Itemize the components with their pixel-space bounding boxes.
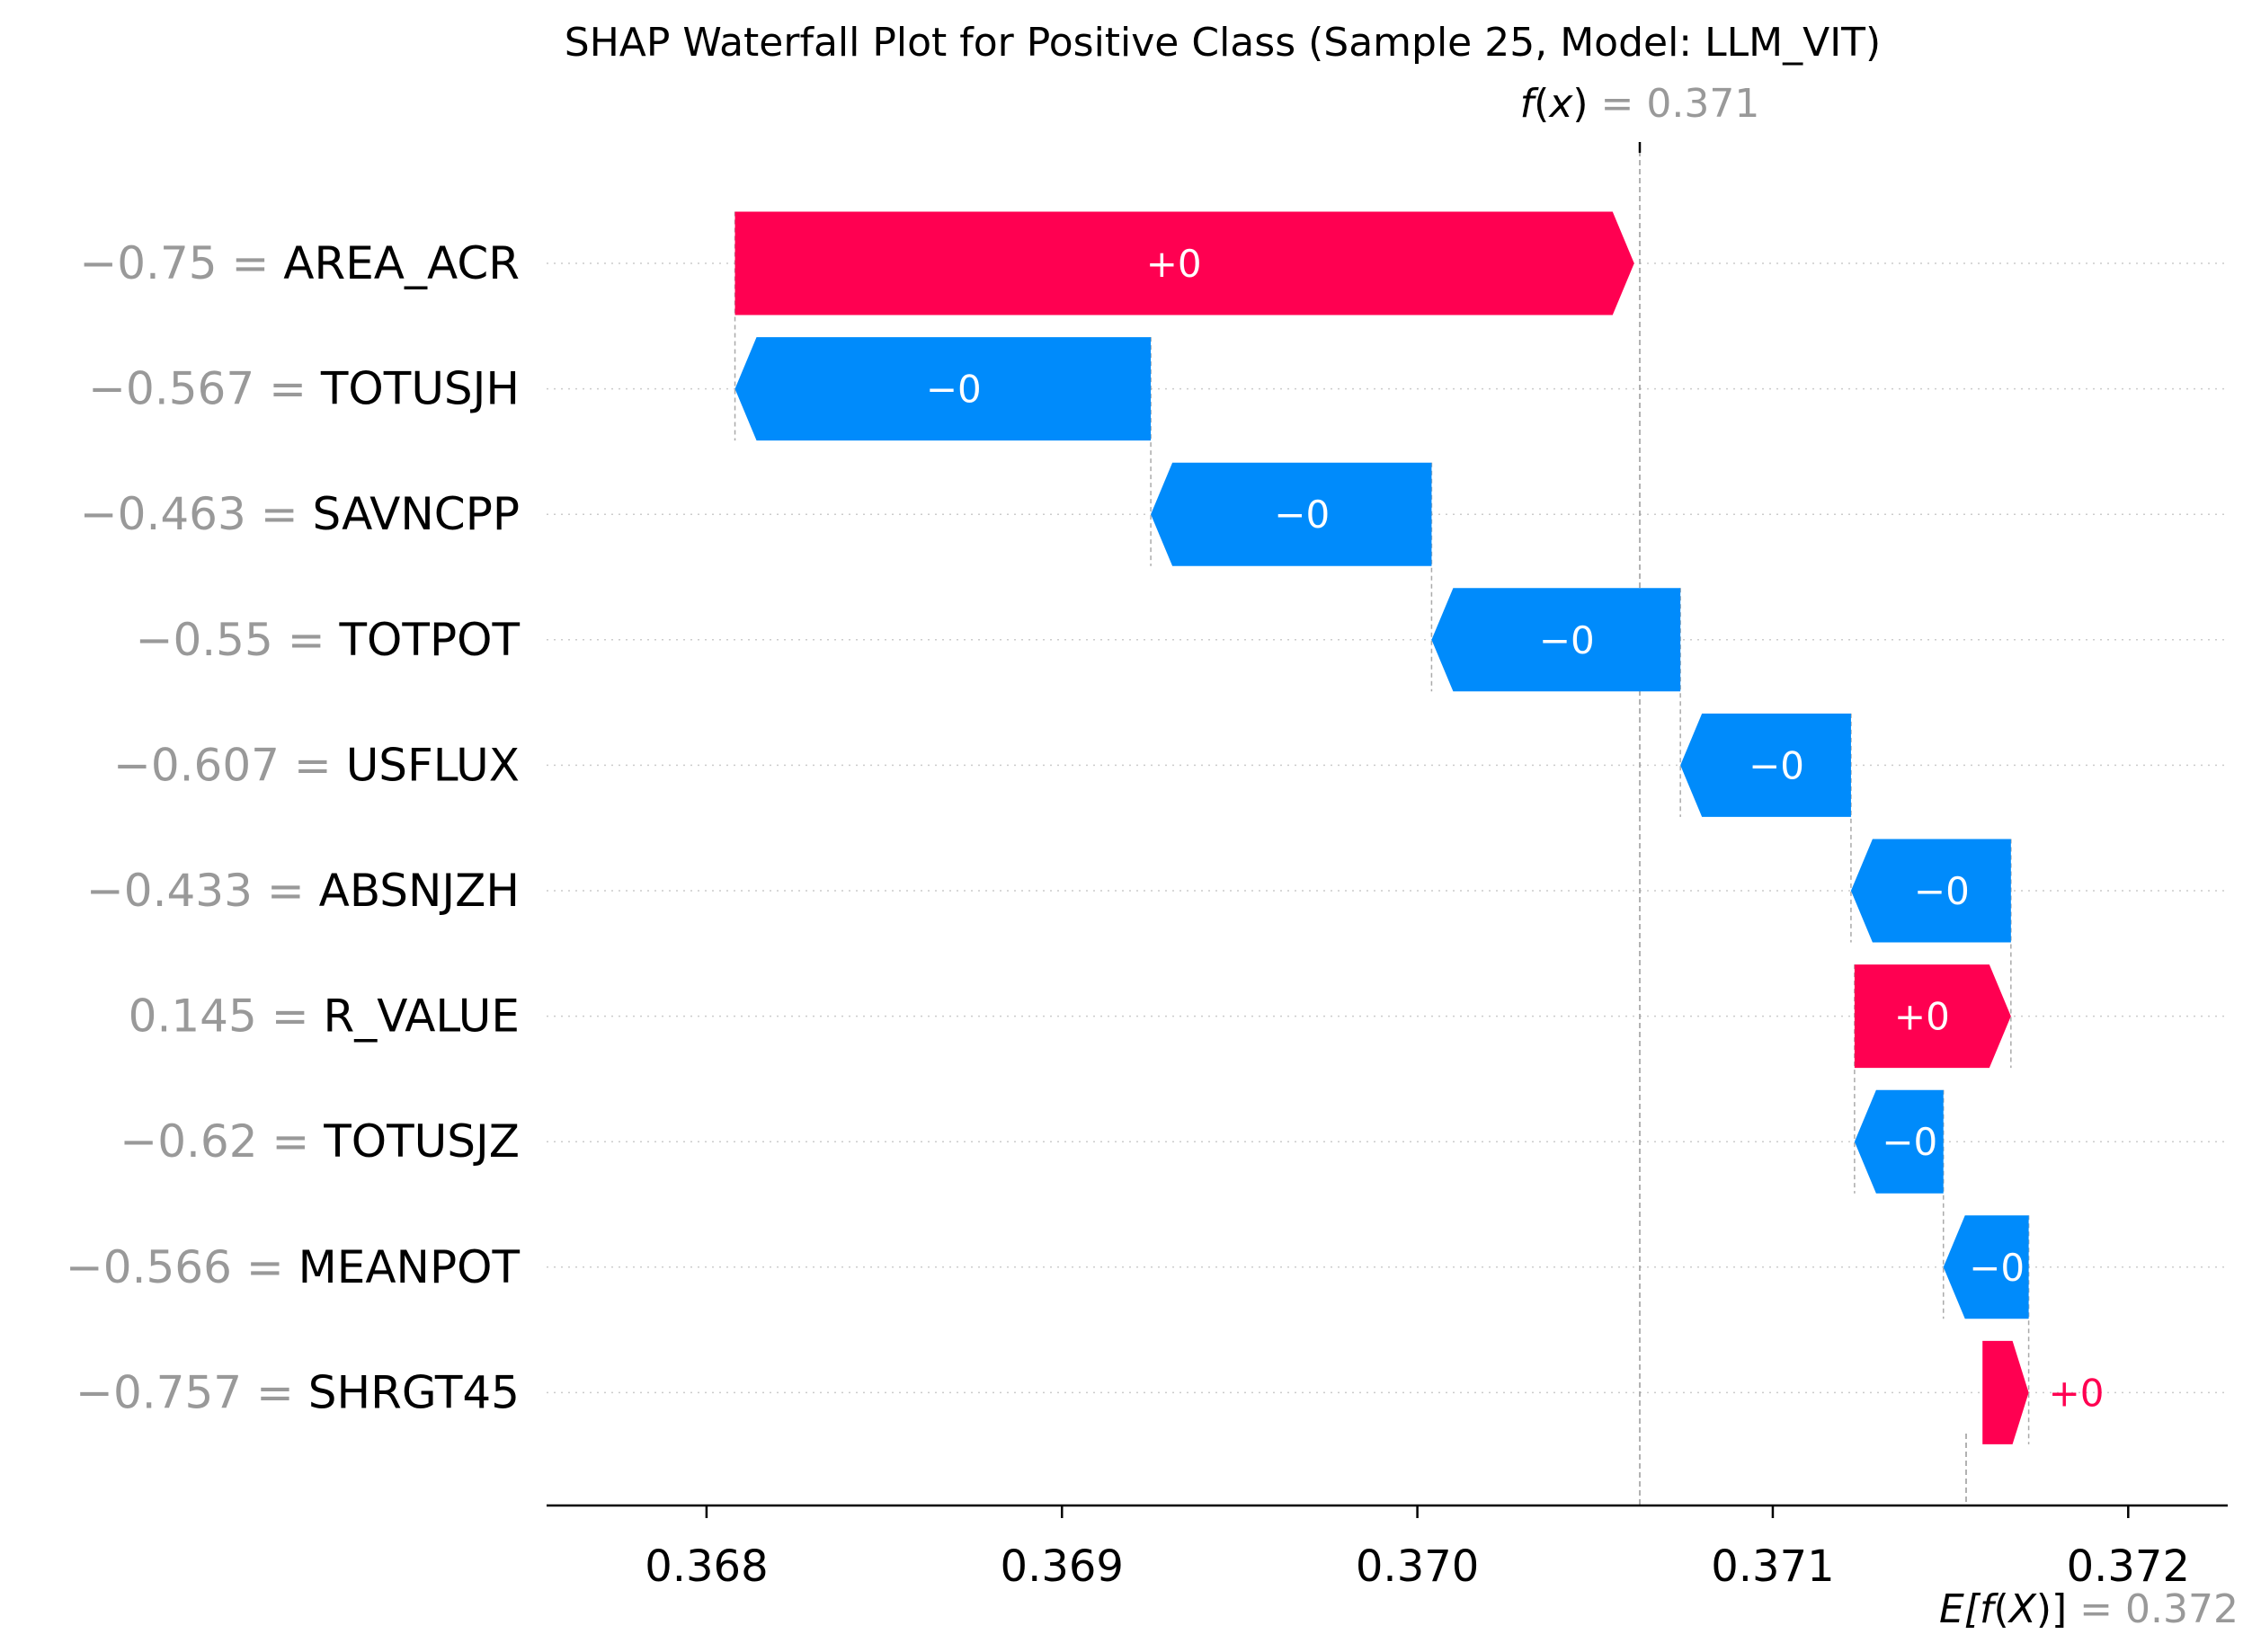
fx-equals: = [1589, 81, 1647, 127]
x-tick-label: 0.369 [1001, 1541, 1124, 1592]
fx-label: f(x) = 0.371 [1520, 81, 1760, 127]
bar-value-label: −0 [1969, 1246, 2025, 1290]
efx-open-paren: ( [1994, 1586, 2009, 1632]
bar-value-label: −0 [1882, 1120, 1937, 1164]
feature-name: MEANPOT [298, 1241, 521, 1293]
bar-negative [1151, 462, 1432, 566]
feature-value: −0.62 [120, 1115, 257, 1168]
feature-equals: = [257, 990, 324, 1043]
feature-label: −0.757 = SHRGT45 [76, 1366, 520, 1418]
fx-value: 0.371 [1646, 81, 1759, 127]
bar-value-label: +0 [2049, 1371, 2105, 1415]
connector-lines [734, 211, 2030, 1444]
feature-name: ABSNJZH [319, 865, 520, 917]
feature-label: −0.567 = TOTUSJH [88, 363, 520, 415]
x-tick-label: 0.371 [1711, 1541, 1834, 1592]
bar-value-label: −0 [1749, 743, 1804, 787]
x-tick-label: 0.370 [1356, 1541, 1479, 1592]
feature-value: −0.566 [66, 1241, 232, 1293]
bar-negative [1680, 713, 1851, 817]
feature-equals: = [246, 488, 313, 540]
chart-title: SHAP Waterfall Plot for Positive Class (… [565, 20, 1881, 66]
feature-name: TOTUSJH [320, 363, 520, 415]
feature-name: SAVNCPP [313, 488, 521, 540]
bar-negative [1854, 1089, 1944, 1194]
bar-positive [1982, 1340, 2029, 1444]
feature-value: −0.567 [88, 363, 254, 415]
feature-label: 0.145 = R_VALUE [129, 990, 520, 1043]
bar-value-label: +0 [1146, 242, 1202, 286]
bar-positive [734, 211, 1634, 315]
feature-value: −0.463 [80, 488, 246, 540]
feature-name: R_VALUE [323, 990, 520, 1043]
feature-labels: −0.75 = AREA_ACR −0.567 = TOTUSJH −0.463 =… [66, 237, 521, 1418]
feature-equals: = [232, 1241, 298, 1293]
feature-equals: = [258, 1115, 325, 1168]
x-axis-ticks: 0.368 0.369 0.370 0.371 0.372 [645, 1505, 2190, 1592]
efx-var: X [2007, 1586, 2037, 1632]
bar-negative [1850, 839, 2011, 943]
feature-label: −0.463 = SAVNCPP [80, 488, 520, 540]
feature-label: −0.75 = AREA_ACR [79, 237, 520, 289]
bar-value-label: −0 [1274, 493, 1330, 537]
feature-name: TOTPOT [339, 614, 521, 666]
feature-name: AREA_ACR [283, 237, 520, 289]
bar-value-label: +0 [1894, 995, 1950, 1039]
bar-negative [1431, 588, 1681, 692]
bar-positive [1854, 964, 2011, 1069]
feature-label: −0.55 = TOTPOT [136, 614, 521, 666]
feature-equals: = [254, 363, 321, 415]
feature-label: −0.62 = TOTUSJZ [120, 1115, 520, 1168]
feature-value: 0.145 [129, 990, 257, 1043]
feature-label: −0.433 = ABSNJZH [86, 865, 520, 917]
fx-open-paren: ( [1534, 81, 1549, 127]
efx-suffix: )] [2036, 1586, 2067, 1632]
fx-var: x [1547, 81, 1573, 127]
feature-name: USFLUX [346, 739, 520, 791]
efx-value: 0.372 [2125, 1586, 2239, 1632]
feature-equals: = [273, 614, 340, 666]
bar-negative [734, 337, 1152, 441]
bar-value-label: −0 [1539, 618, 1595, 662]
bar-value-label: −0 [926, 368, 982, 412]
efx-equals: = [2067, 1586, 2125, 1632]
x-tick-label: 0.372 [2067, 1541, 2190, 1592]
fx-close-paren: ) [1572, 81, 1588, 127]
feature-equals: = [218, 237, 284, 289]
efx-prefix: E[ [1939, 1586, 1981, 1632]
bars-group: +0 −0 −0 −0 −0 −0 +0 −0 −0 +0 [734, 211, 2105, 1444]
feature-name: SHRGT45 [308, 1366, 520, 1418]
bar-negative [1943, 1215, 2029, 1319]
feature-value: −0.607 [113, 739, 280, 791]
bar-value-label: −0 [1914, 869, 1970, 913]
efx-label: E[f(X)] = 0.372 [1939, 1586, 2239, 1632]
feature-name: TOTUSJZ [323, 1115, 520, 1168]
x-tick-label: 0.368 [645, 1541, 768, 1592]
feature-value: −0.75 [79, 237, 217, 289]
feature-value: −0.757 [76, 1366, 242, 1418]
feature-value: −0.55 [136, 614, 273, 666]
feature-label: −0.566 = MEANPOT [66, 1241, 521, 1293]
feature-equals: = [253, 865, 319, 917]
feature-label: −0.607 = USFLUX [113, 739, 520, 791]
feature-value: −0.433 [86, 865, 253, 917]
feature-equals: = [280, 739, 346, 791]
feature-equals: = [242, 1366, 308, 1418]
